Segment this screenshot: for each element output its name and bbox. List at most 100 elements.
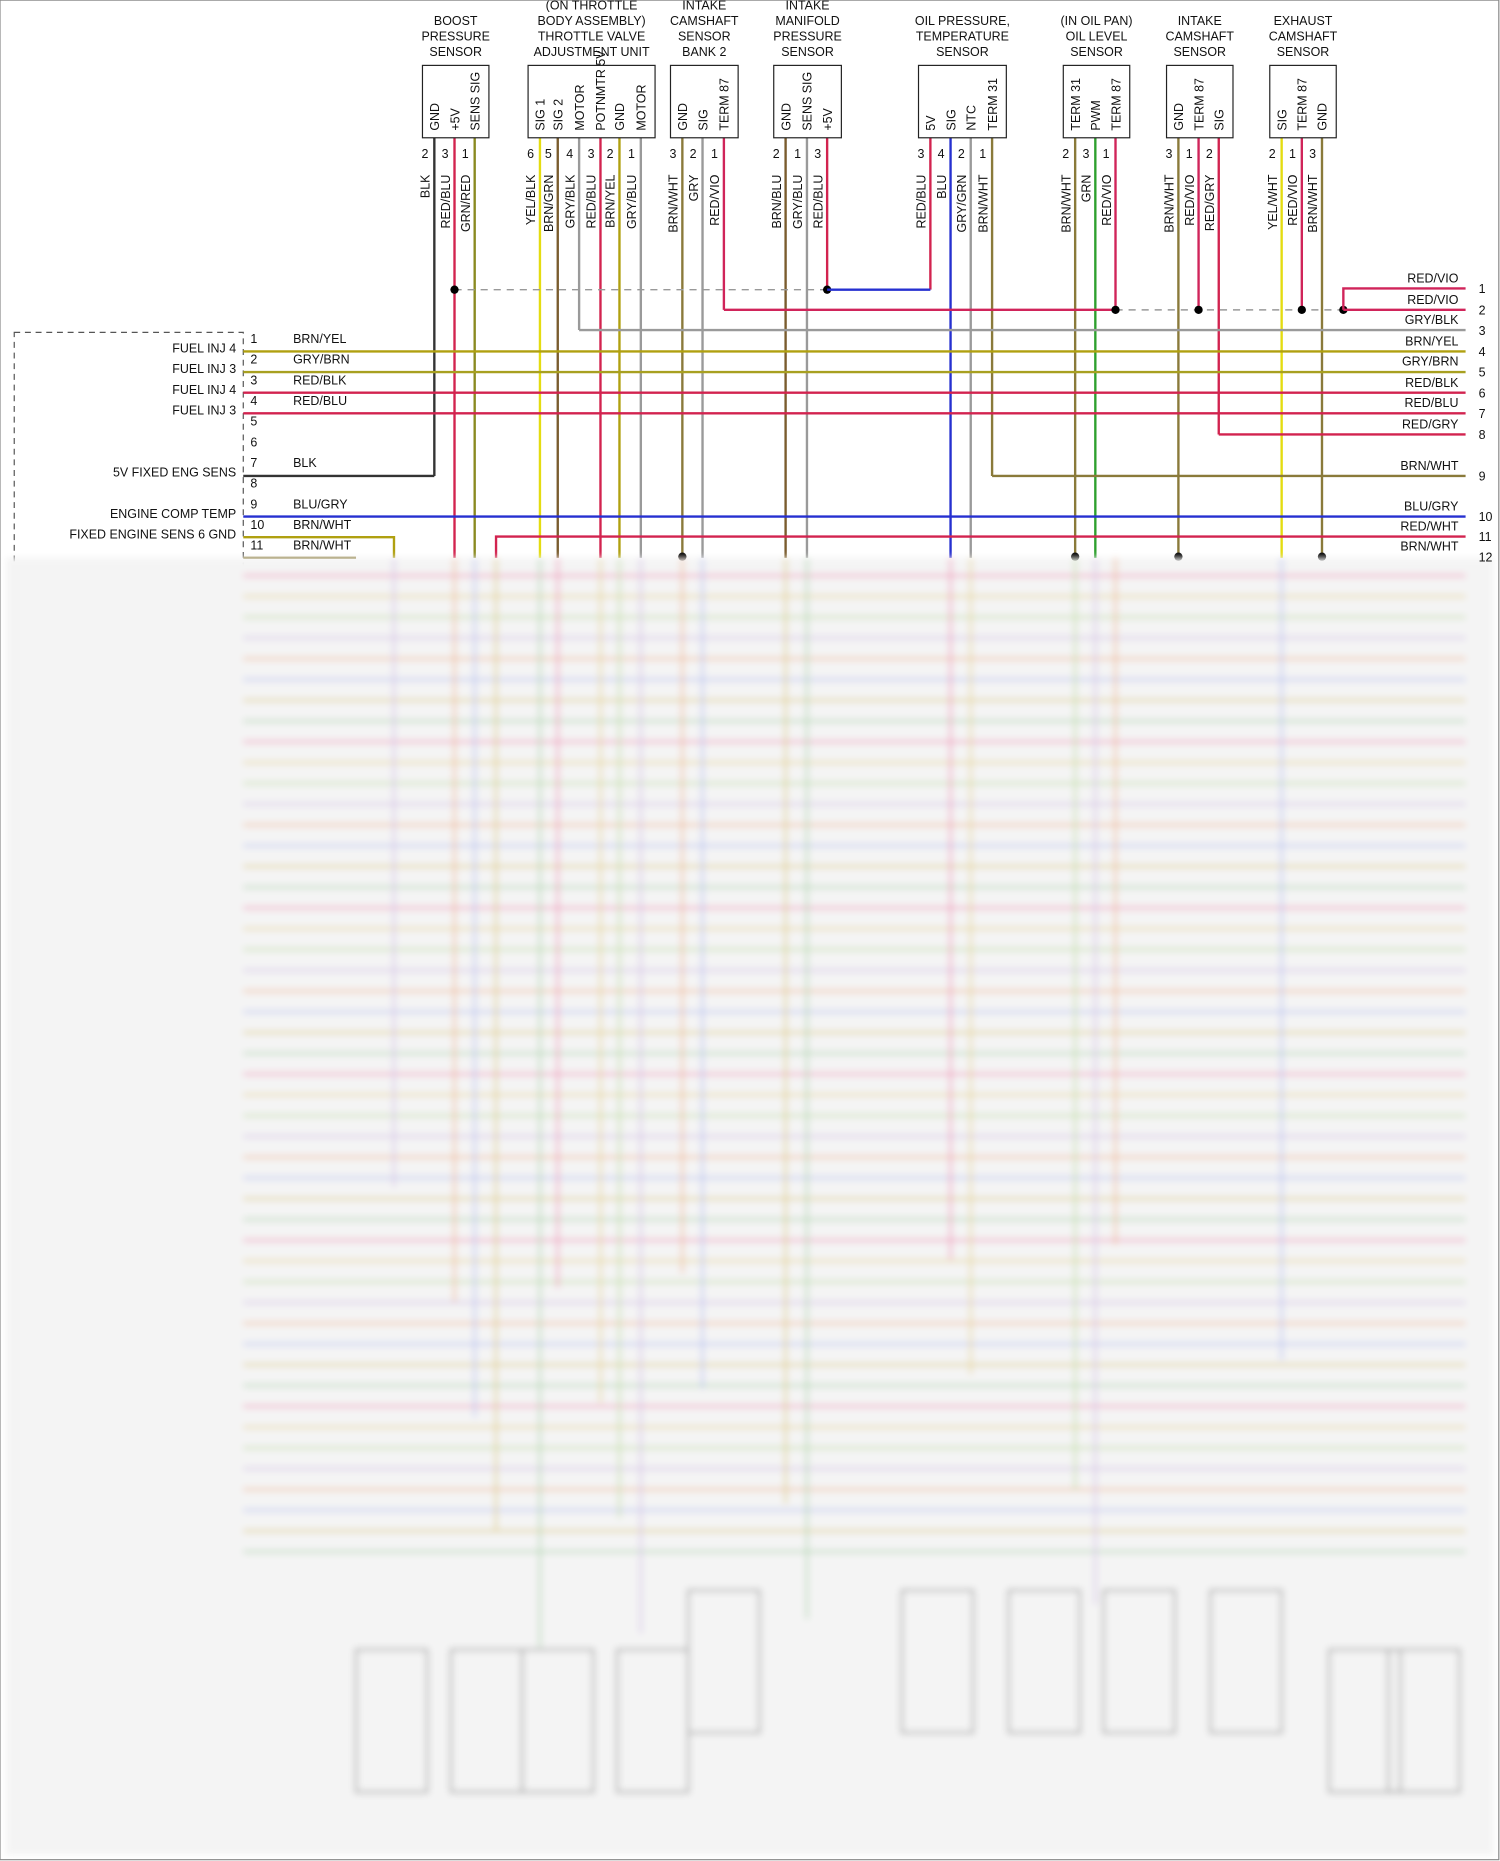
pin-number: 1 <box>1186 147 1193 161</box>
wire-label: BRN/WHT <box>1400 459 1458 473</box>
wire-label: RED/BLK <box>1405 376 1459 390</box>
pin-name: MOTOR <box>573 85 587 131</box>
sensor-title: SENSOR <box>678 29 731 43</box>
wire-label: BRN/GRN <box>542 175 556 232</box>
blur-component <box>1102 1589 1177 1734</box>
pin-number: 9 <box>1479 470 1486 484</box>
pin-number: 2 <box>1269 147 1276 161</box>
sensor-box <box>1165 64 1234 139</box>
wire-label: BRN/WHT <box>293 518 351 532</box>
pin-name: GND <box>676 103 690 131</box>
pin-number: 6 <box>1479 387 1486 401</box>
sensor-title: MANIFOLD <box>775 14 839 28</box>
wires <box>243 137 1466 561</box>
pin-number: 2 <box>1206 147 1213 161</box>
wire-label: GRY <box>687 174 701 201</box>
wire-label: GRY/GRN <box>955 175 969 233</box>
pin-number: 3 <box>669 147 676 161</box>
pin-number: 1 <box>979 147 986 161</box>
blur-component <box>1327 1648 1402 1794</box>
sensor-title: SENSOR <box>1277 45 1330 59</box>
pin-name: SIG 1 <box>534 99 548 131</box>
wire-label: BRN/WHT <box>1400 540 1458 554</box>
pin-name: +5V <box>448 107 462 130</box>
pin-number: 11 <box>1479 530 1492 544</box>
wire-label: GRY/BRN <box>293 353 350 367</box>
blur-bg <box>5 557 1495 1855</box>
pin-number: 6 <box>527 147 534 161</box>
splice-dot <box>1297 305 1306 315</box>
sensor-title: INTAKE <box>682 0 726 13</box>
pin-label: FUEL INJ 4 <box>172 383 236 397</box>
pin-number: 1 <box>462 147 469 161</box>
wire-label: RED/BLU <box>439 175 453 229</box>
wire-label: RED/BLU <box>915 175 929 229</box>
pin-name: TERM 87 <box>1296 78 1310 131</box>
pin-number: 3 <box>1479 324 1486 338</box>
sensor-title: SENSOR <box>781 45 834 59</box>
splice-dot <box>1194 305 1203 315</box>
wire-label: BRN/WHT <box>1059 174 1073 232</box>
wire-label: GRN <box>1080 175 1094 203</box>
pin-number: 5 <box>1479 365 1486 379</box>
wire-label: GRY/BRN <box>1402 355 1459 369</box>
wire-label: BRN/WHT <box>1163 174 1177 232</box>
wire-label: RED/VIO <box>1100 174 1114 226</box>
pin-name: TERM 87 <box>718 78 732 131</box>
pin-name: TERM 87 <box>1109 78 1123 131</box>
sensor-title: CAMSHAFT <box>1166 29 1235 43</box>
pin-name: SIG <box>696 109 710 130</box>
pin-number: 3 <box>442 147 449 161</box>
sensor-box <box>421 64 490 139</box>
pin-number: 1 <box>628 147 635 161</box>
pin-name: +5V <box>821 107 835 130</box>
pin-number: 4 <box>938 147 945 161</box>
sensor-box <box>527 64 656 139</box>
sensor-title: CAMSHAFT <box>1269 29 1338 43</box>
pin-label: FUEL INJ 3 <box>172 404 236 418</box>
sensor-title: TEMPERATURE <box>916 29 1009 43</box>
blur-component <box>1387 1648 1461 1794</box>
pin-number: 12 <box>1479 550 1493 564</box>
sensor-title: SENSOR <box>1173 45 1226 59</box>
sensor-title: SENSOR <box>1070 45 1123 59</box>
pin-number: 7 <box>250 456 257 470</box>
wire-label: RED/BLU <box>811 175 825 229</box>
blur-component <box>354 1648 429 1794</box>
wire-label: BRN/WHT <box>293 539 351 553</box>
sensor-box <box>1062 64 1131 139</box>
pin-name: GND <box>613 103 627 131</box>
pin-number: 6 <box>250 435 257 449</box>
sensor-title: EXHAUST <box>1274 14 1333 28</box>
wire-label: RED/BLU <box>585 175 599 229</box>
wire-label: GRY/BLU <box>791 175 805 229</box>
pin-number: 2 <box>607 147 614 161</box>
blur-component <box>687 1589 761 1734</box>
pin-number: 1 <box>711 147 718 161</box>
pin-number: 2 <box>1479 304 1486 318</box>
wire-label: BRN/WHT <box>1306 174 1320 232</box>
pin-number: 4 <box>566 147 573 161</box>
pin-name: POTNMTR 5V <box>594 50 608 131</box>
pin-number: 3 <box>1309 147 1316 161</box>
wire-label: RED/GRY <box>1402 418 1459 432</box>
pin-label: FUEL INJ 4 <box>172 342 236 356</box>
pin-number: 4 <box>1479 345 1486 359</box>
sensor-title: OIL LEVEL <box>1066 29 1128 43</box>
sensor-title: ADJUSTMENT UNIT <box>534 45 650 59</box>
pin-number: 3 <box>814 147 821 161</box>
wire-label: RED/VIO <box>1407 293 1459 307</box>
pin-number: 2 <box>690 147 697 161</box>
pin-number: 10 <box>1479 510 1493 524</box>
sensor-box <box>773 64 842 139</box>
pin-name: TERM 31 <box>986 78 1000 131</box>
blurred-area <box>5 557 1495 1855</box>
pin-number: 3 <box>1166 147 1173 161</box>
pin-number: 3 <box>918 147 925 161</box>
pin-number: 8 <box>1479 428 1486 442</box>
wire-label: BLK <box>293 456 317 470</box>
sensor-title: (ON THROTTLE <box>546 0 638 13</box>
